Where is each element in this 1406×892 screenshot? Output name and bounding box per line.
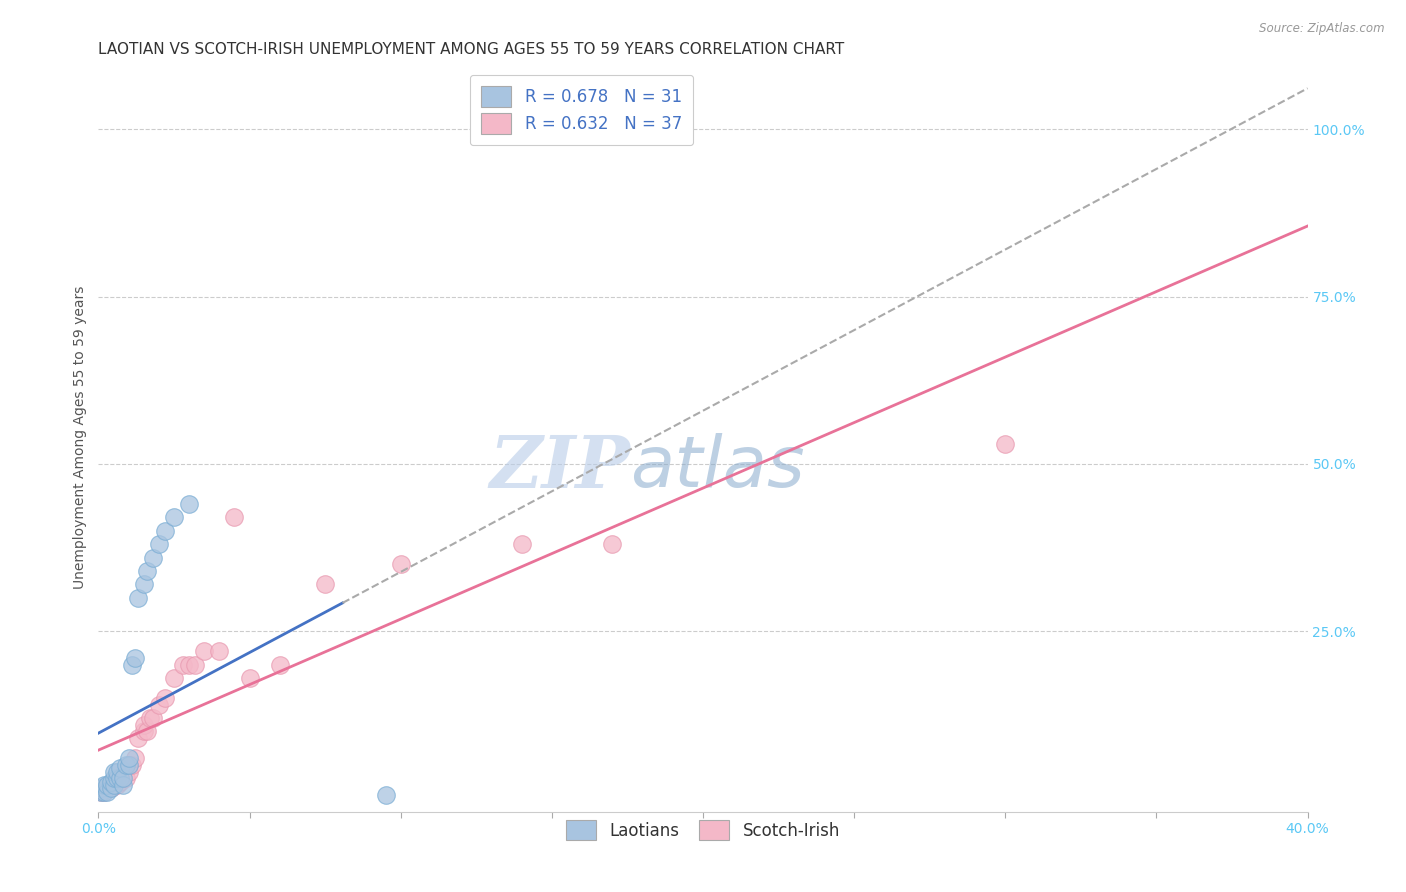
Point	[108, 774, 131, 789]
Point	[142, 711, 165, 725]
Point	[239, 671, 262, 685]
Point	[179, 657, 201, 672]
Point	[103, 764, 125, 779]
Point	[103, 778, 125, 792]
Point	[132, 724, 155, 739]
Point	[153, 691, 176, 706]
Point	[163, 671, 186, 685]
Point	[96, 781, 118, 796]
Point	[103, 771, 125, 786]
Point	[184, 657, 207, 672]
Point	[111, 771, 134, 786]
Point	[105, 764, 128, 779]
Point	[105, 771, 128, 786]
Point	[121, 758, 143, 772]
Point	[118, 758, 141, 772]
Point	[510, 537, 533, 551]
Point	[148, 698, 170, 712]
Point	[111, 771, 134, 786]
Point	[179, 497, 201, 511]
Point	[114, 758, 136, 772]
Point	[90, 785, 112, 799]
Point	[127, 731, 149, 746]
Text: ZIP: ZIP	[489, 432, 630, 502]
Point	[118, 764, 141, 779]
Point	[111, 778, 134, 792]
Point	[100, 781, 122, 796]
Y-axis label: Unemployment Among Ages 55 to 59 years: Unemployment Among Ages 55 to 59 years	[73, 285, 87, 589]
Point	[114, 771, 136, 786]
Point	[90, 781, 112, 796]
Text: atlas: atlas	[630, 433, 806, 501]
Point	[208, 644, 231, 658]
Point	[994, 437, 1017, 451]
Point	[374, 788, 396, 802]
Point	[132, 577, 155, 591]
Point	[314, 577, 336, 591]
Point	[93, 785, 115, 799]
Legend: Laotians, Scotch-Irish: Laotians, Scotch-Irish	[554, 808, 852, 852]
Point	[90, 785, 112, 799]
Point	[389, 557, 412, 572]
Point	[121, 657, 143, 672]
Point	[108, 761, 131, 775]
Point	[139, 711, 162, 725]
Point	[135, 724, 157, 739]
Point	[103, 778, 125, 792]
Point	[172, 657, 194, 672]
Point	[132, 717, 155, 731]
Point	[602, 537, 624, 551]
Point	[118, 758, 141, 772]
Point	[105, 771, 128, 786]
Point	[153, 524, 176, 538]
Point	[118, 751, 141, 765]
Text: Source: ZipAtlas.com: Source: ZipAtlas.com	[1260, 22, 1385, 36]
Point	[100, 781, 122, 796]
Point	[108, 771, 131, 786]
Point	[100, 774, 122, 789]
Point	[193, 644, 215, 658]
Point	[142, 550, 165, 565]
Point	[148, 537, 170, 551]
Point	[96, 778, 118, 792]
Point	[105, 778, 128, 792]
Point	[96, 785, 118, 799]
Point	[127, 591, 149, 605]
Text: LAOTIAN VS SCOTCH-IRISH UNEMPLOYMENT AMONG AGES 55 TO 59 YEARS CORRELATION CHART: LAOTIAN VS SCOTCH-IRISH UNEMPLOYMENT AMO…	[98, 42, 845, 56]
Point	[103, 774, 125, 789]
Point	[93, 785, 115, 799]
Point	[269, 657, 291, 672]
Point	[163, 510, 186, 524]
Point	[93, 778, 115, 792]
Point	[124, 751, 146, 765]
Point	[135, 564, 157, 578]
Point	[224, 510, 246, 524]
Point	[124, 651, 146, 665]
